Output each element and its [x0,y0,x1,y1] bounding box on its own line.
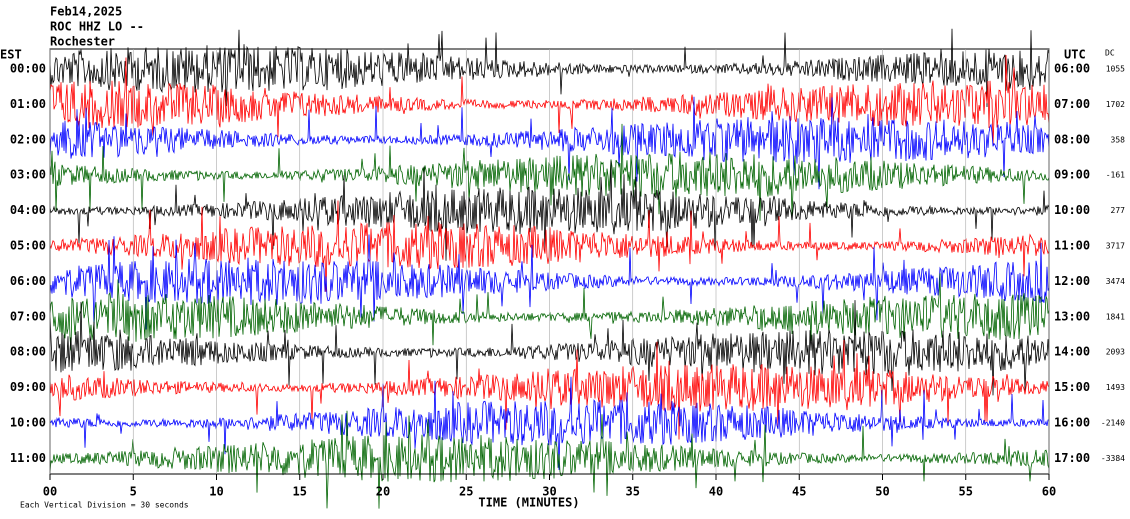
x-tick-label: 20 [376,485,390,499]
est-label: 11:00 [10,451,46,465]
est-label: 10:00 [10,416,46,430]
est-label: 06:00 [10,274,46,288]
x-tick-label: 60 [1042,485,1056,499]
est-label: 07:00 [10,309,46,323]
x-tick-label: 35 [626,485,640,499]
x-tick-label: 50 [875,485,889,499]
utc-label: 12:00 [1054,274,1090,288]
est-label: 03:00 [10,168,46,182]
dc-value: 1702 [1106,100,1125,109]
utc-label: 10:00 [1054,203,1090,217]
date: Feb14,2025 [50,5,122,19]
est-label: 04:00 [10,203,46,217]
right-axis-title: UTC [1064,48,1086,62]
x-tick-label: 30 [542,485,556,499]
est-label: 08:00 [10,345,46,359]
dc-value: 1055 [1106,65,1125,74]
dc-value: -161 [1106,171,1125,180]
location: Rochester [50,35,115,49]
dc-value: 1493 [1106,383,1125,392]
est-label: 05:00 [10,239,46,253]
dc-value: 2093 [1106,348,1125,357]
est-label: 01:00 [10,97,46,111]
x-tick-label: 40 [709,485,723,499]
est-label: 00:00 [10,62,46,76]
utc-label: 09:00 [1054,168,1090,182]
est-label: 02:00 [10,132,46,146]
utc-label: 11:00 [1054,239,1090,253]
utc-label: 13:00 [1054,309,1090,323]
utc-label: 15:00 [1054,380,1090,394]
x-axis-title: TIME (MINUTES) [478,496,579,510]
utc-label: 08:00 [1054,132,1090,146]
x-tick-label: 25 [459,485,473,499]
est-label: 09:00 [10,380,46,394]
x-tick-label: 55 [959,485,973,499]
utc-label: 14:00 [1054,345,1090,359]
dc-value: 277 [1111,206,1126,215]
utc-label: 16:00 [1054,416,1090,430]
dc-value: 3717 [1106,242,1125,251]
dc-value: -3384 [1101,454,1125,463]
dc-value: 358 [1111,135,1126,144]
x-tick-label: 15 [293,485,307,499]
utc-label: 07:00 [1054,97,1090,111]
station: ROC HHZ LO -- [50,20,144,34]
dc-value: -2140 [1101,419,1125,428]
x-tick-label: 00 [43,485,57,499]
x-tick-label: 5 [130,485,137,499]
left-axis-title: EST [0,48,22,62]
dc-title: DC [1105,49,1115,58]
utc-label: 06:00 [1054,62,1090,76]
dc-value: 3474 [1106,277,1125,286]
x-tick-label: 45 [792,485,806,499]
dc-value: 1841 [1106,312,1125,321]
footer: Each Vertical Division = 30 seconds [20,501,189,510]
utc-label: 17:00 [1054,451,1090,465]
x-tick-label: 10 [209,485,223,499]
